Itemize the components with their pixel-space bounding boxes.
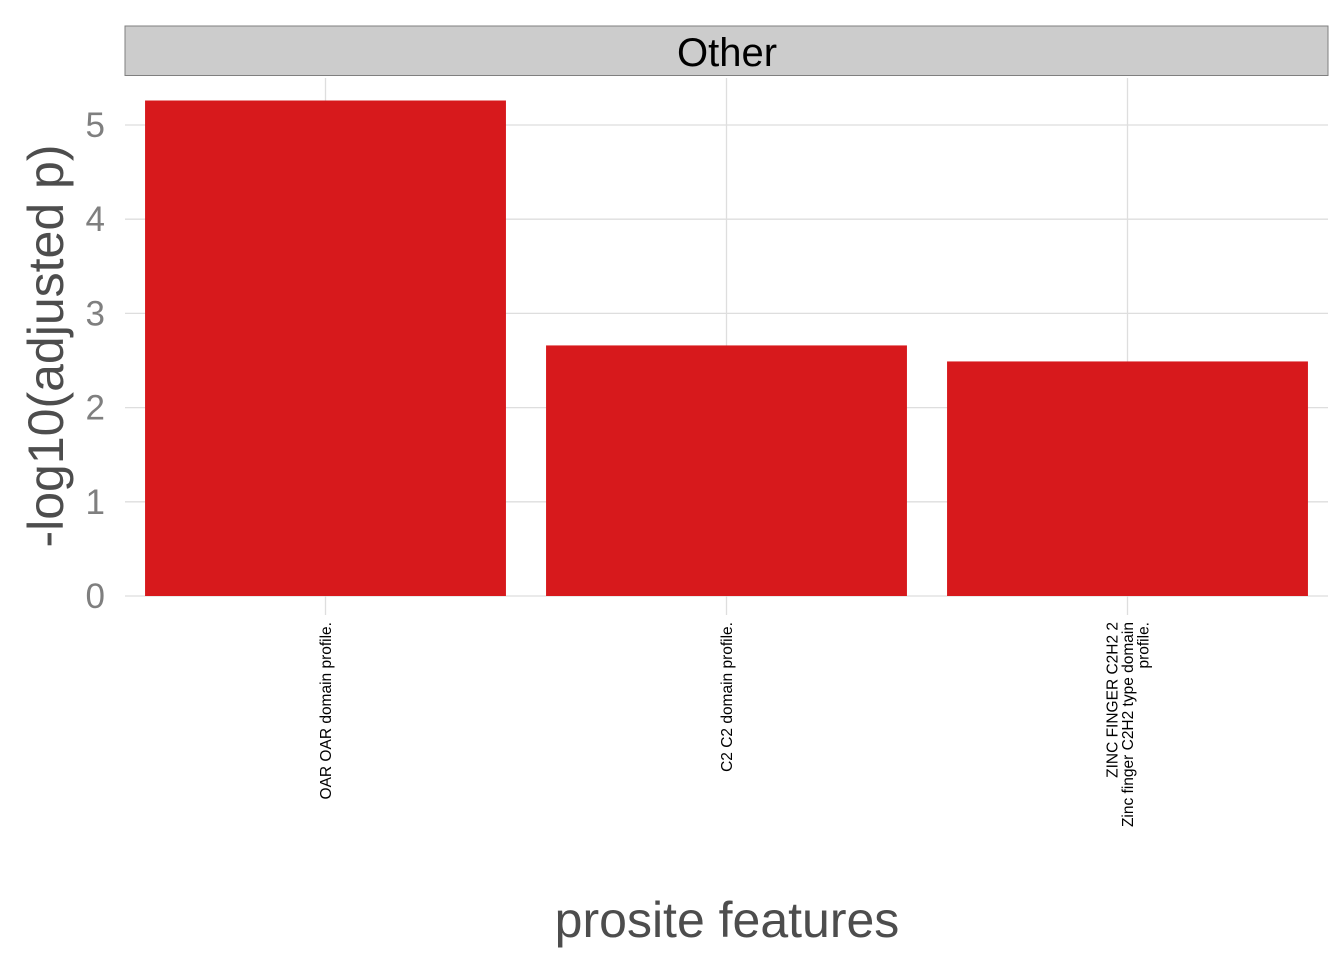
bar	[947, 361, 1308, 596]
x-tick-label-line: C2 C2 domain profile.	[719, 622, 736, 772]
y-axis-tick-labels: 0 1 2 3 4 5	[86, 106, 105, 616]
y-tick-label: 5	[86, 106, 105, 145]
x-tick-label-line: OAR OAR domain profile.	[318, 622, 335, 799]
facet-strip-label: Other	[677, 31, 777, 75]
facet-strip-background	[124, 25, 1329, 76]
y-tick-label: 4	[86, 200, 105, 239]
facet-strip: Other	[124, 25, 1329, 76]
panel	[125, 78, 1328, 615]
y-tick-label: 1	[86, 483, 105, 522]
x-axis-title: prosite features	[555, 892, 900, 948]
x-axis-tick-labels: OAR OAR domain profile. C2 C2 domain prof…	[318, 622, 1153, 827]
x-tick-label: OAR OAR domain profile.	[318, 622, 335, 799]
y-tick-label: 0	[86, 577, 105, 616]
x-tick-label-line: ZINC FINGER C2H2 2	[1105, 622, 1122, 778]
x-tick-label-line: Zinc finger C2H2 type domain	[1120, 622, 1137, 827]
bars	[145, 100, 1308, 597]
x-tick-label: C2 C2 domain profile.	[719, 622, 736, 772]
bar	[145, 100, 506, 597]
y-tick-label: 2	[86, 389, 105, 428]
y-tick-label: 3	[86, 294, 105, 333]
bar	[546, 345, 907, 596]
x-tick-label-line: profile.	[1136, 622, 1153, 669]
y-axis-title: -log10(adjusted p)	[18, 144, 74, 547]
